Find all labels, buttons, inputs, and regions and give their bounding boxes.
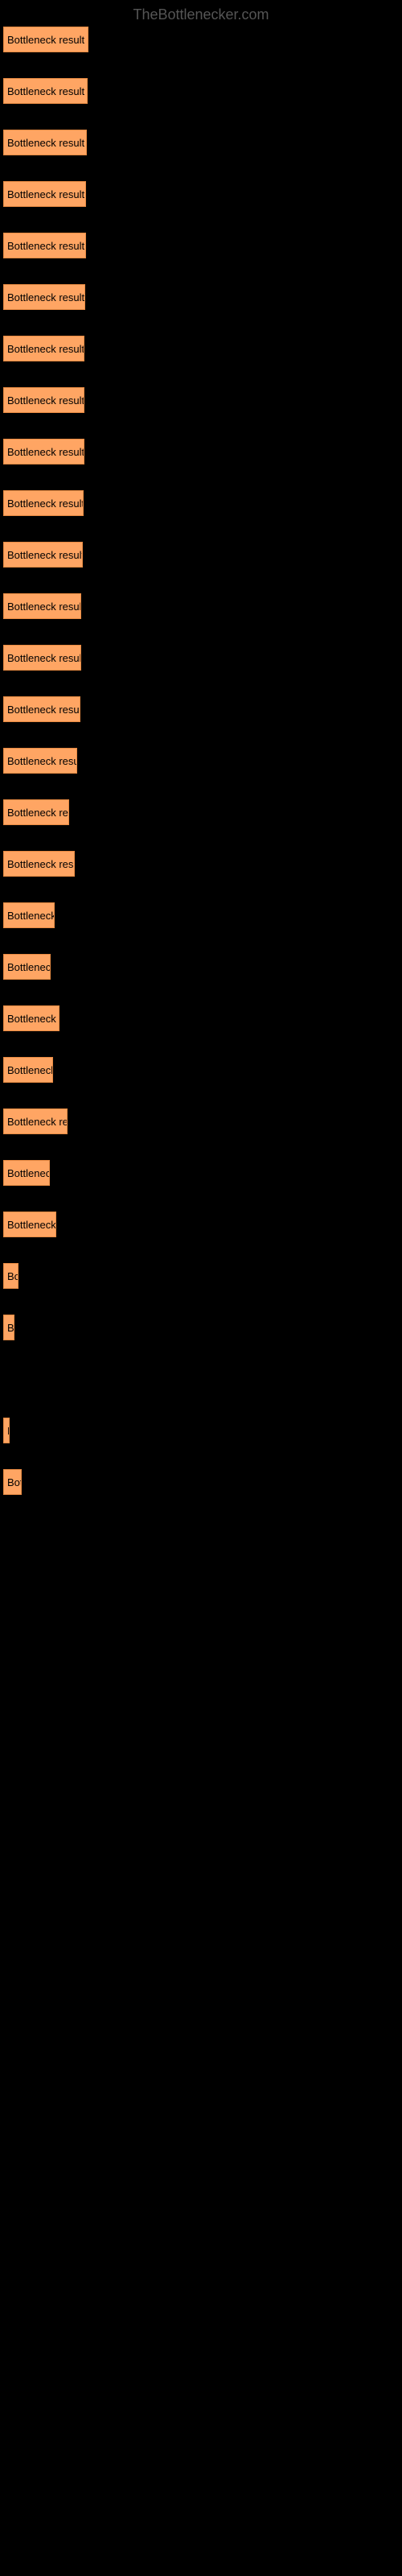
bar-label: Bottleneck result <box>7 1013 59 1025</box>
bar-label: Bottleneck result <box>7 704 80 716</box>
bar-label: Bottleneck result <box>7 446 84 458</box>
bar-row: Bottleneck result <box>3 1005 399 1031</box>
bar-label: Bottleneck result <box>7 1116 67 1128</box>
bar: Bottleneck result <box>3 1108 68 1134</box>
header-text: TheBottlenecker.com <box>133 6 269 23</box>
bar-label: Bottleneck result <box>7 807 68 819</box>
bar-label: Bottleneck result <box>7 961 50 973</box>
bar: Bottleneck result <box>3 1263 18 1289</box>
bar: Bottleneck result <box>3 748 77 774</box>
bar-row: Bottleneck result <box>3 284 399 310</box>
bar: Bottleneck result <box>3 1005 59 1031</box>
bar: Bottleneck result <box>3 1057 53 1083</box>
bar-label: Bottleneck result <box>7 1270 18 1282</box>
bar-label: Bottleneck result <box>7 1322 14 1334</box>
bar-label: Bottleneck result <box>7 34 84 46</box>
bar-label: Bottleneck result <box>7 291 84 303</box>
bar-label: Bottleneck result <box>7 137 84 149</box>
bar-row: Bottleneck result <box>3 542 399 568</box>
bar-label: Bottleneck result <box>7 497 83 510</box>
bar-row: Bottleneck result <box>3 954 399 980</box>
bar-row: Bottleneck result <box>3 696 399 722</box>
bar-row: Bottleneck result <box>3 851 399 877</box>
bar: Bottleneck result <box>3 439 84 464</box>
bar-row: Bottleneck result <box>3 78 399 104</box>
bar: Bottleneck result <box>3 542 83 568</box>
bar: Bottleneck result <box>3 27 88 52</box>
bar-row: Bottleneck result <box>3 902 399 928</box>
bar: Bottleneck result <box>3 233 86 258</box>
bar: Bottleneck result <box>3 1469 22 1495</box>
bar-chart: Bottleneck result Bottleneck result Bottle… <box>0 27 402 1575</box>
bar-row <box>3 1521 399 1546</box>
bar: Bottleneck result <box>3 181 86 207</box>
bar: Bottleneck result <box>3 954 51 980</box>
bar-row: Bottleneck result <box>3 233 399 258</box>
bar: Bottleneck result <box>3 799 69 825</box>
bar-row: Bottleneck result <box>3 1160 399 1186</box>
bar-label: Bottleneck result <box>7 343 84 355</box>
bar-row: Bottleneck result <box>3 1418 399 1443</box>
bar-row: Bottleneck result <box>3 1057 399 1083</box>
bar-label: Bottleneck result <box>7 85 84 97</box>
bar: Bottleneck result <box>3 1418 10 1443</box>
bar: Bottleneck result <box>3 1212 56 1237</box>
bar-row: Bottleneck result <box>3 593 399 619</box>
bar-label: Bottleneck result <box>7 652 80 664</box>
bar: Bottleneck result <box>3 130 87 155</box>
bar-label: Bottleneck result <box>7 394 84 407</box>
bar-row <box>3 1366 399 1392</box>
bar-label: Bottleneck result <box>7 601 80 613</box>
bar-label: Bottleneck result <box>7 910 54 922</box>
bar-label: Bottleneck result <box>7 1219 55 1231</box>
bar: Bottleneck result <box>3 851 75 877</box>
bar: Bottleneck result <box>3 902 55 928</box>
bar-row: Bottleneck result <box>3 181 399 207</box>
bar-label: Bottleneck result <box>7 188 84 200</box>
bar-row: Bottleneck result <box>3 1108 399 1134</box>
bar: Bottleneck result <box>3 1160 50 1186</box>
bar-row: Bottleneck result <box>3 387 399 413</box>
bar-row: Bottleneck result <box>3 1315 399 1340</box>
bar: Bottleneck result <box>3 387 84 413</box>
bar-label: Bottleneck result <box>7 1167 49 1179</box>
bar-label: Bottleneck result <box>7 755 76 767</box>
bar-row: Bottleneck result <box>3 1263 399 1289</box>
bar-row: Bottleneck result <box>3 439 399 464</box>
bar-label: Bottleneck result <box>7 1064 52 1076</box>
bar-label: Bottleneck result <box>7 240 84 252</box>
bar: Bottleneck result <box>3 593 81 619</box>
bar: Bottleneck result <box>3 1315 14 1340</box>
bar-row: Bottleneck result <box>3 490 399 516</box>
bar-row: Bottleneck result <box>3 748 399 774</box>
bar-row: Bottleneck result <box>3 799 399 825</box>
bar: Bottleneck result <box>3 78 88 104</box>
bar-row: Bottleneck result <box>3 1469 399 1495</box>
bar-row: Bottleneck result <box>3 27 399 52</box>
bar-row: Bottleneck result <box>3 645 399 671</box>
bar: Bottleneck result <box>3 284 85 310</box>
bar-label: Bottleneck result <box>7 549 82 561</box>
header: TheBottlenecker.com <box>0 0 402 27</box>
bar: Bottleneck result <box>3 645 81 671</box>
bar-row: Bottleneck result <box>3 1212 399 1237</box>
bar-label: Bottleneck result <box>7 1425 9 1437</box>
bar: Bottleneck result <box>3 490 84 516</box>
bar: Bottleneck result <box>3 336 84 361</box>
bar-row: Bottleneck result <box>3 336 399 361</box>
bar-label: Bottleneck result <box>7 858 74 870</box>
bar: Bottleneck result <box>3 696 80 722</box>
bar-row: Bottleneck result <box>3 130 399 155</box>
bar-label: Bottleneck result <box>7 1476 21 1488</box>
